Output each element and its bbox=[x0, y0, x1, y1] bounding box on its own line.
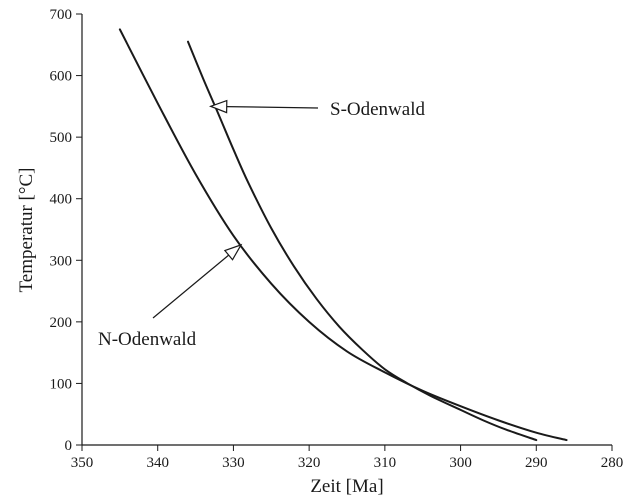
y-tick-label-100: 100 bbox=[50, 376, 73, 392]
y-tick-label-0: 0 bbox=[65, 438, 73, 454]
arrow-s-odenwald bbox=[209, 99, 319, 114]
arrow-n-odenwald bbox=[152, 243, 243, 319]
arrow-n-odenwald-shaft bbox=[152, 254, 230, 319]
series-line-n-odenwald bbox=[118, 28, 568, 442]
x-tick-label-350: 350 bbox=[71, 455, 94, 471]
series-line-s-odenwald bbox=[187, 40, 538, 442]
y-axis-title: Temperatur [°C] bbox=[16, 168, 37, 293]
x-tick-label-290: 290 bbox=[525, 455, 548, 471]
arrow-s-odenwald-shaft bbox=[226, 106, 319, 109]
x-tick-label-330: 330 bbox=[222, 455, 245, 471]
x-tick-label-340: 340 bbox=[146, 455, 169, 471]
y-tick-label-600: 600 bbox=[50, 69, 73, 85]
x-tick-label-300: 300 bbox=[449, 455, 472, 471]
label-s-odenwald: S-Odenwald bbox=[330, 99, 425, 120]
arrow-n-odenwald-head bbox=[223, 243, 243, 261]
x-axis-title: Zeit [Ma] bbox=[310, 476, 383, 497]
y-tick-label-700: 700 bbox=[50, 7, 73, 23]
x-tick-label-310: 310 bbox=[374, 455, 397, 471]
x-tick-label-320: 320 bbox=[298, 455, 321, 471]
series-lines bbox=[118, 28, 568, 442]
y-ticks: 0 100 200 300 400 500 600 700 bbox=[50, 7, 82, 454]
y-tick-label-200: 200 bbox=[50, 315, 73, 331]
y-tick-label-300: 300 bbox=[50, 253, 73, 269]
x-tick-label-280: 280 bbox=[601, 455, 624, 471]
x-ticks: 350 340 330 320 310 300 290 280 bbox=[71, 445, 624, 471]
arrow-s-odenwald-head bbox=[209, 99, 228, 114]
y-tick-label-400: 400 bbox=[50, 192, 73, 208]
axes bbox=[81, 14, 612, 446]
y-tick-label-500: 500 bbox=[50, 130, 73, 146]
annotations: S-Odenwald N-Odenwald bbox=[98, 99, 425, 350]
label-n-odenwald: N-Odenwald bbox=[98, 329, 197, 350]
